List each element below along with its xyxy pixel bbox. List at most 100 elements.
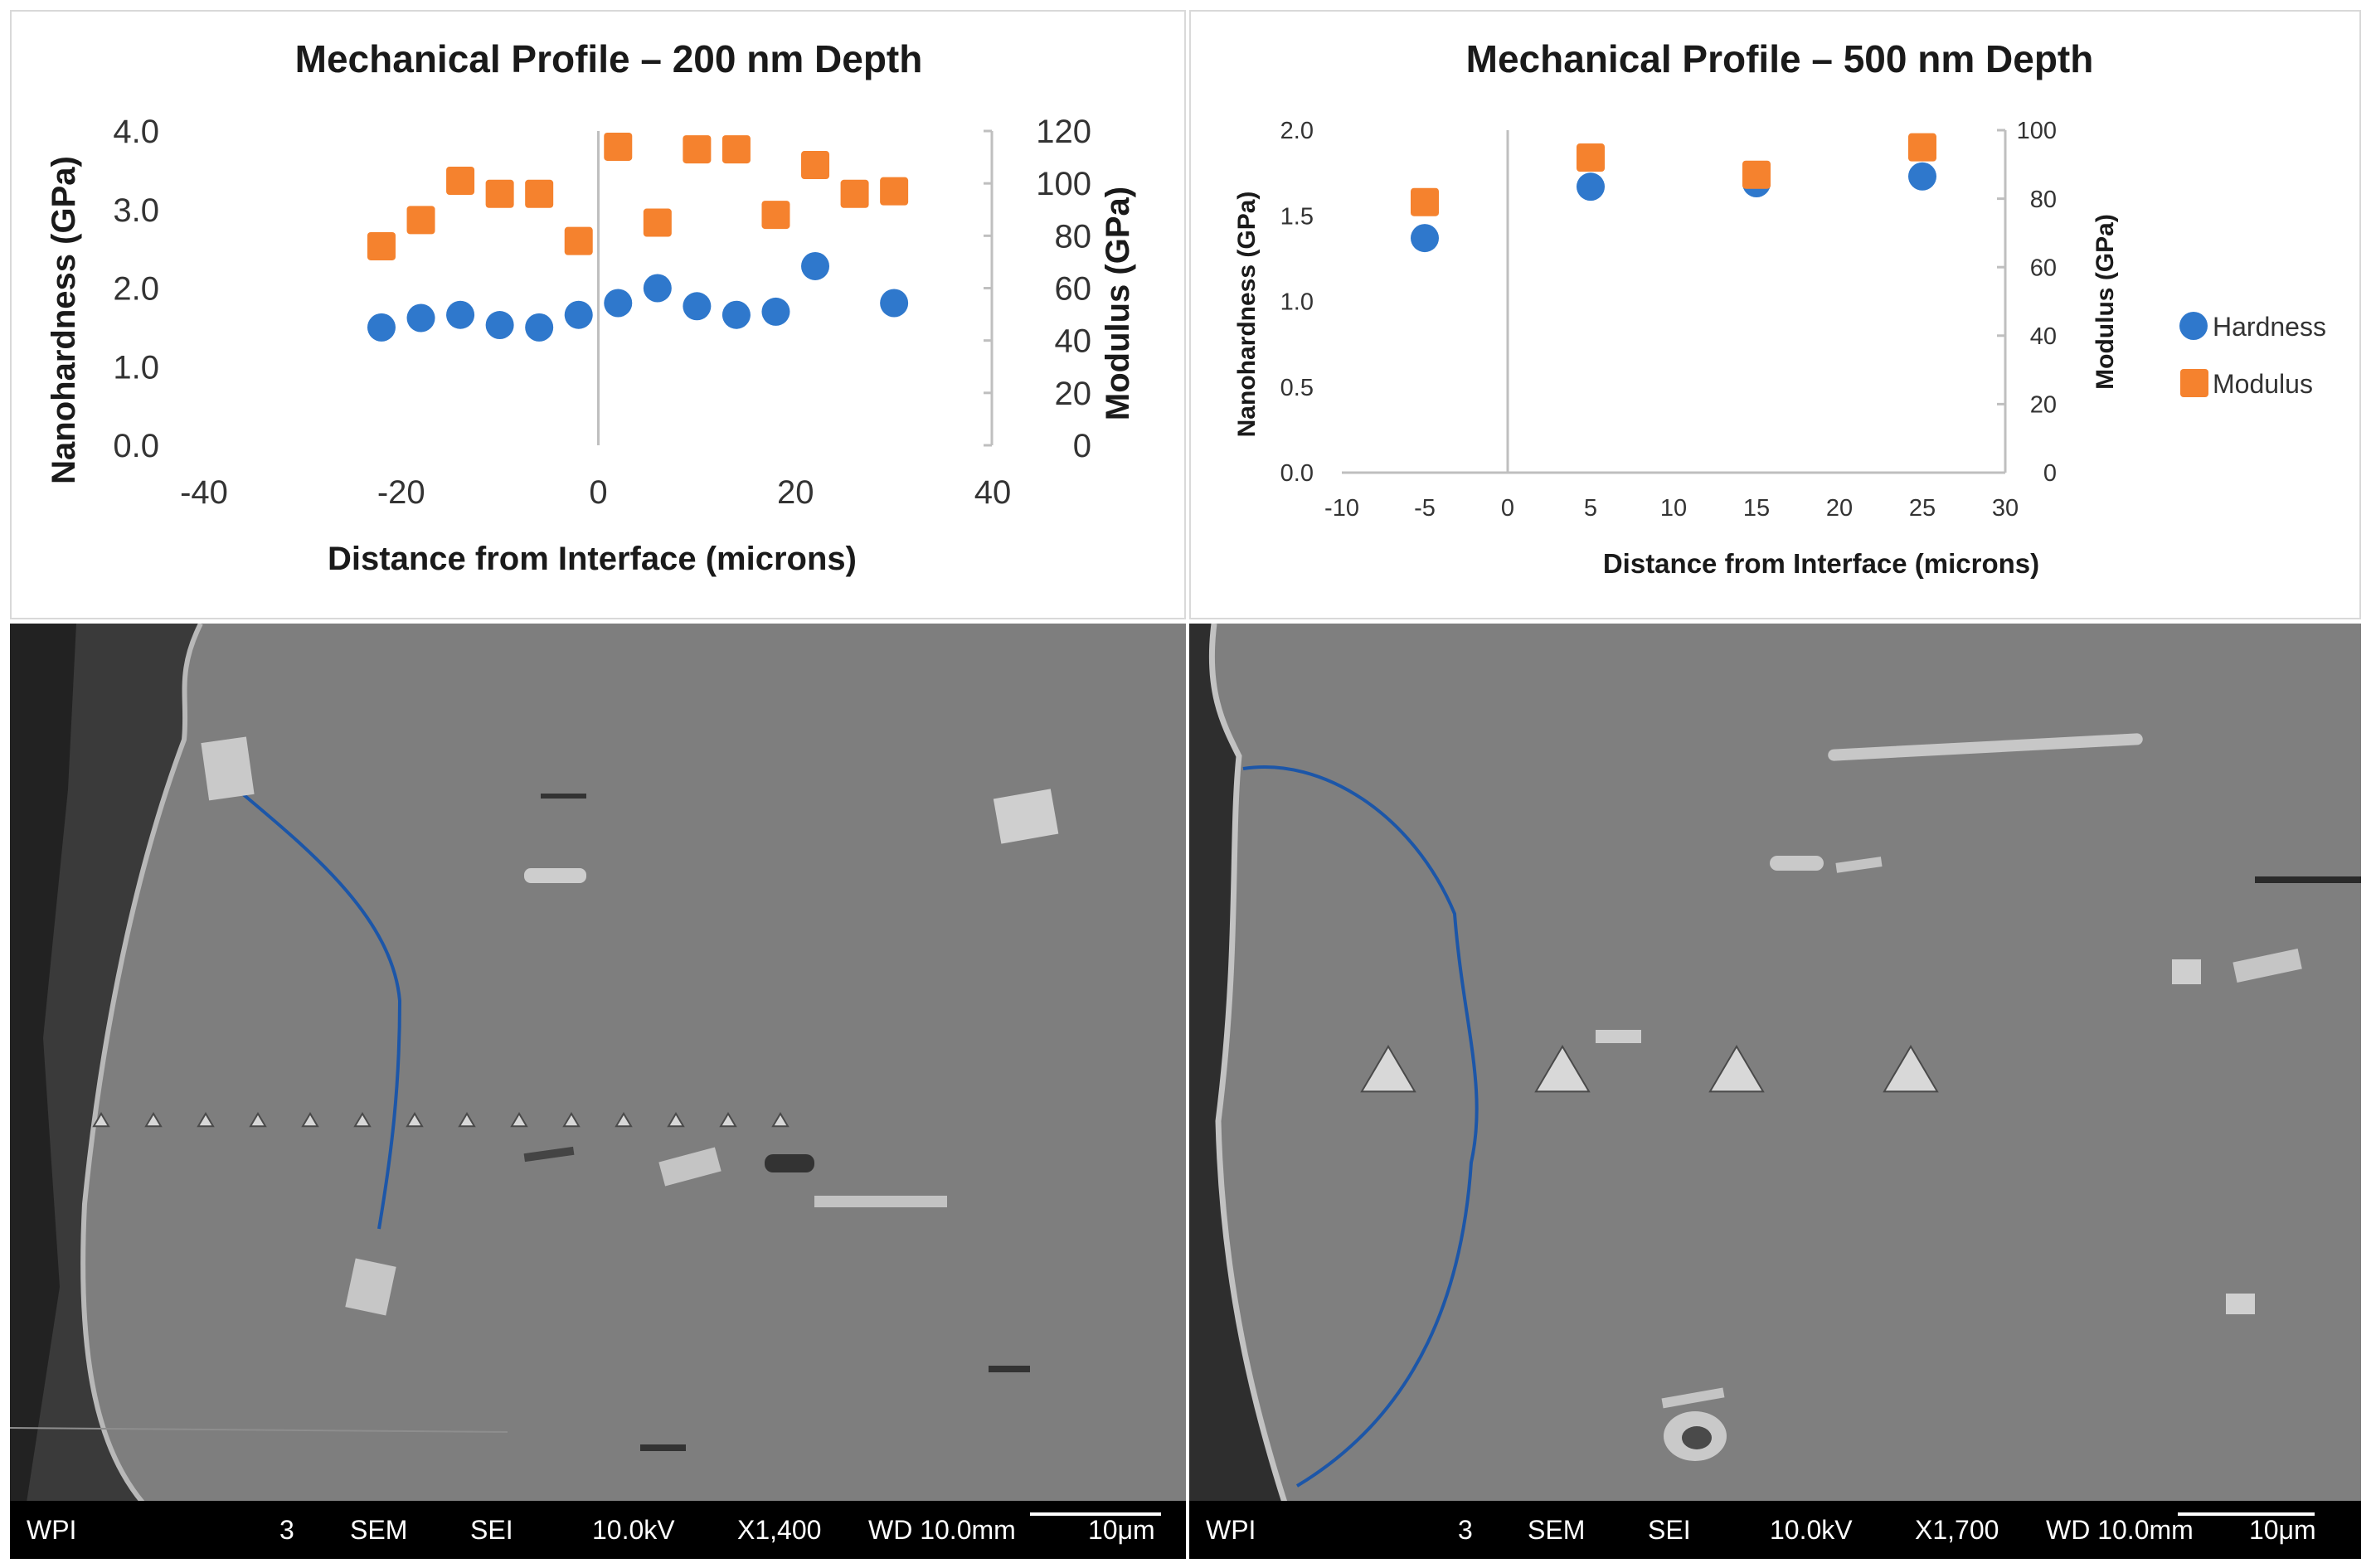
indent-mark [249, 1112, 267, 1128]
x-tick-label: -40 [180, 474, 228, 511]
modulus-point [564, 226, 593, 255]
modulus-point [840, 179, 869, 208]
hardness-point [1908, 162, 1936, 191]
legend-marker-hardness [2179, 312, 2208, 340]
y2-tick-label: 100 [1036, 166, 1091, 202]
sem-label-magnification: X1,700 [1915, 1515, 1999, 1545]
hardness-point [722, 300, 751, 329]
legend-label-modulus: Modulus [2213, 369, 2313, 399]
y-tick-label: 2.0 [1280, 118, 1314, 144]
indent-row [92, 1112, 790, 1128]
y2-tick-label: 20 [1055, 376, 1092, 412]
x-tick-label: 10 [1660, 495, 1687, 522]
sem-label-scale: 10μm [1088, 1515, 1155, 1545]
y2-tick-label: 40 [2030, 323, 2057, 350]
chart-title: Mechanical Profile – 500 nm Depth [1466, 37, 2094, 80]
sem-label-working-distance: WD 10.0mm [2046, 1515, 2194, 1545]
sem-label-detector: SEI [470, 1515, 513, 1545]
indent-row [1360, 1045, 1939, 1093]
sem-label-mode: SEM [350, 1515, 408, 1545]
y2-tick-label: 60 [2030, 255, 2057, 281]
chart-500nm: Mechanical Profile – 500 nm Depth Distan… [1233, 37, 2326, 579]
modulus-point [525, 179, 554, 208]
hardness-point [1577, 172, 1605, 201]
sem-micrograph [10, 624, 1186, 1559]
chart-panel-500nm: Mechanical Profile – 500 nm Depth Distan… [1189, 10, 2361, 619]
x-tick-label: -10 [1324, 495, 1359, 522]
indent-mark [353, 1112, 372, 1128]
y-tick-label: 0.0 [113, 428, 159, 464]
indent-mark [1883, 1045, 1939, 1093]
y-tick-label: 1.0 [1280, 289, 1314, 316]
y-tick-label: 4.0 [113, 114, 159, 150]
x-tick-label: 0 [589, 474, 607, 511]
sem-image-x1400: WPI 3 SEM SEI 10.0kV X1,400 WD 10.0mm 10… [10, 624, 1186, 1559]
indent-mark [719, 1112, 737, 1128]
hardness-point [485, 311, 514, 340]
x-tick-label: 30 [1992, 495, 2019, 522]
indent-mark [562, 1112, 581, 1128]
y-axis-label: Nanohardness (GPa) [1233, 192, 1261, 438]
hardness-point [604, 289, 633, 318]
y2-axis-label: Modulus (GPa) [1100, 187, 1136, 420]
indent-mark [458, 1112, 476, 1128]
modulus-point [643, 208, 672, 237]
y2-tick-label: 100 [2017, 118, 2057, 144]
indent-mark [1708, 1045, 1765, 1093]
indent-mark [510, 1112, 528, 1128]
sem-label-mode: SEM [1528, 1515, 1586, 1545]
sem-label-number: 3 [279, 1515, 294, 1545]
chart-title: Mechanical Profile – 200 nm Depth [295, 37, 923, 80]
legend-marker-modulus [2180, 369, 2208, 397]
x-tick-label: -5 [1414, 495, 1436, 522]
modulus-point [761, 201, 790, 230]
hardness-point [801, 251, 830, 280]
indent-mark [92, 1112, 110, 1128]
sem-label-lab: WPI [27, 1515, 77, 1545]
legend-label-hardness: Hardness [2213, 312, 2326, 342]
x-tick-label: 5 [1584, 495, 1597, 522]
y2-tick-label: 80 [2030, 187, 2057, 213]
indent-mark [301, 1112, 319, 1128]
hardness-point [564, 300, 593, 329]
sem-label-number: 3 [1458, 1515, 1473, 1545]
legend: Hardness Modulus [2179, 312, 2326, 399]
y2-tick-label: 20 [2030, 392, 2057, 419]
y2-tick-label: 60 [1055, 271, 1092, 308]
sem-info-bar: WPI 3 SEM SEI 10.0kV X1,700 WD 10.0mm 10… [1189, 1501, 2361, 1559]
y-axis-label: Nanohardness (GPa) [46, 156, 82, 484]
hardness-point [1411, 224, 1439, 253]
hardness-point [367, 313, 396, 342]
sem-label-magnification: X1,400 [737, 1515, 822, 1545]
y2-tick-label: 80 [1055, 218, 1092, 255]
x-tick-label: 40 [974, 474, 1012, 511]
modulus-point [880, 177, 909, 206]
hardness-point [446, 300, 475, 329]
y2-tick-label: 40 [1055, 323, 1092, 360]
indent-mark [667, 1112, 685, 1128]
modulus-point [1742, 160, 1771, 189]
hardness-point [406, 303, 435, 333]
x-tick-label: 25 [1909, 495, 1936, 522]
sem-label-voltage: 10.0kV [1770, 1515, 1853, 1545]
y-tick-label: 0.5 [1280, 375, 1314, 401]
y-tick-label: 2.0 [113, 271, 159, 308]
hardness-point [880, 289, 909, 318]
hardness-point [683, 292, 712, 321]
y-tick-label: 1.5 [1280, 203, 1314, 230]
sem-label-working-distance: WD 10.0mm [868, 1515, 1016, 1545]
x-tick-label: -20 [377, 474, 425, 511]
sem-label-voltage: 10.0kV [592, 1515, 675, 1545]
y2-tick-label: 120 [1036, 114, 1091, 150]
modulus-point [406, 206, 435, 235]
scale-bar [1030, 1512, 1161, 1516]
sem-label-detector: SEI [1648, 1515, 1691, 1545]
y2-tick-label: 0 [2043, 460, 2057, 487]
hardness-point [761, 297, 790, 326]
y-tick-label: 1.0 [113, 349, 159, 386]
modulus-point [722, 135, 751, 164]
sem-label-lab: WPI [1206, 1515, 1256, 1545]
indent-mark [1534, 1045, 1591, 1093]
chart-panel-200nm: Mechanical Profile – 200 nm Depth Distan… [10, 10, 1186, 619]
chart-200nm: Mechanical Profile – 200 nm Depth Distan… [46, 37, 1136, 577]
